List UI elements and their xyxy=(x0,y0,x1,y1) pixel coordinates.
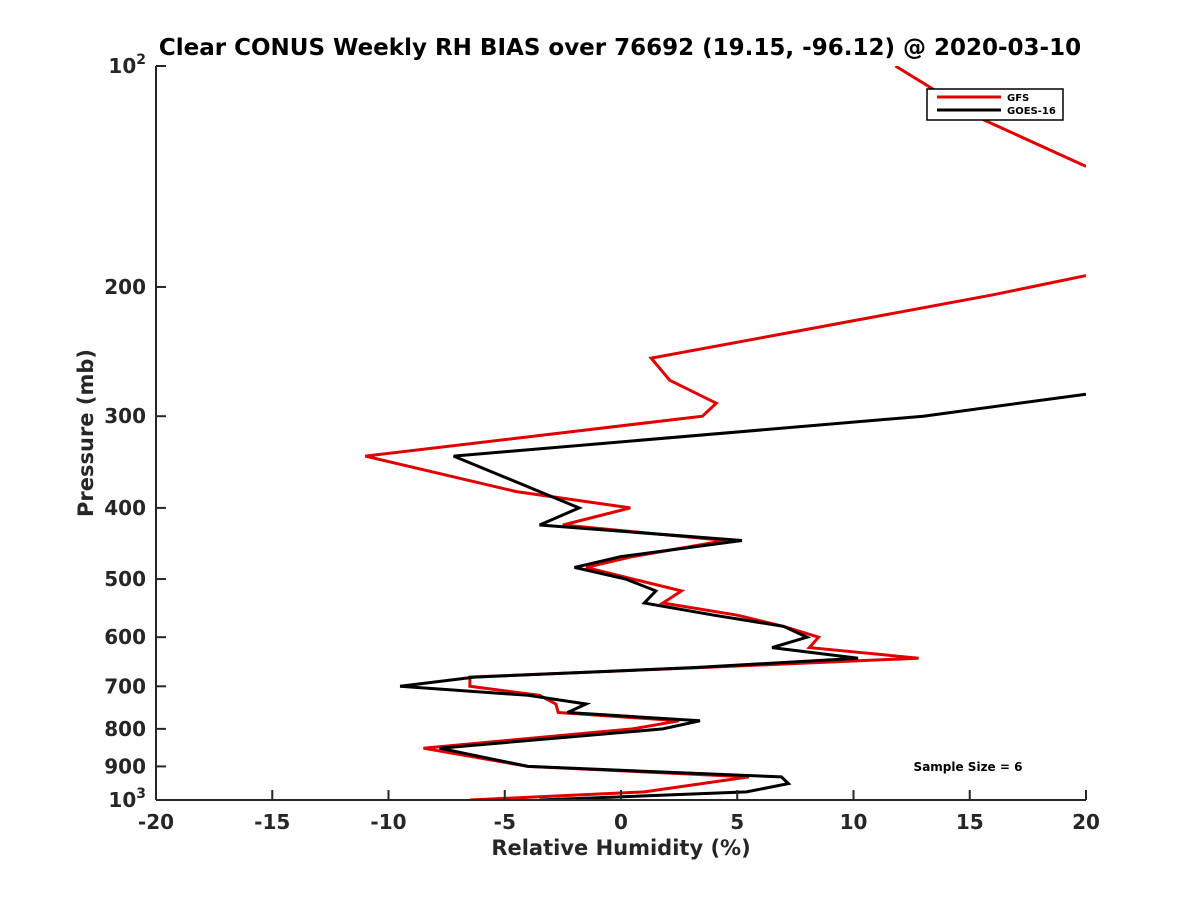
x-tick-label: 0 xyxy=(614,810,628,834)
legend: GFS GOES-16 xyxy=(926,88,1064,121)
x-axis-label: Relative Humidity (%) xyxy=(491,836,750,860)
series-line-goes-16-0 xyxy=(399,392,1086,800)
x-tick-label: 20 xyxy=(1072,810,1100,834)
chart-title: Clear CONUS Weekly RH BIAS over 76692 (1… xyxy=(159,35,1081,61)
x-tick-label: -20 xyxy=(138,810,174,834)
y-tick-label: 500 xyxy=(104,567,146,591)
x-tick-label: 15 xyxy=(956,810,984,834)
x-tick-label: -5 xyxy=(494,810,516,834)
y-axis-label: Pressure (mb) xyxy=(74,349,98,517)
y-tick-label: 300 xyxy=(104,404,146,428)
x-tick-label: 5 xyxy=(730,810,744,834)
y-tick-label: 102 xyxy=(108,52,146,78)
y-tick-label: 400 xyxy=(104,496,146,520)
y-tick-label: 800 xyxy=(104,717,146,741)
x-tick-label: 10 xyxy=(840,810,868,834)
axes-group: -20 -15 -10 -5 0 5 10 15 20 102 200 300 400 500 600 700… xyxy=(104,52,1100,834)
legend-label: GFS xyxy=(1007,93,1029,104)
x-tick-label: -10 xyxy=(370,810,406,834)
legend-label: GOES-16 xyxy=(1007,106,1056,117)
legend-box xyxy=(926,88,1064,121)
series-line-gfs-1 xyxy=(364,274,1086,800)
x-tick-label: -15 xyxy=(254,810,290,834)
y-tick-label: 900 xyxy=(104,754,146,778)
y-tick-label: 600 xyxy=(104,625,146,649)
y-tick-label: 103 xyxy=(108,786,146,812)
series-group xyxy=(364,66,1086,800)
sample-size-annotation: Sample Size = 6 xyxy=(914,760,1023,774)
y-tick-label: 700 xyxy=(104,674,146,698)
y-tick-label: 200 xyxy=(104,275,146,299)
